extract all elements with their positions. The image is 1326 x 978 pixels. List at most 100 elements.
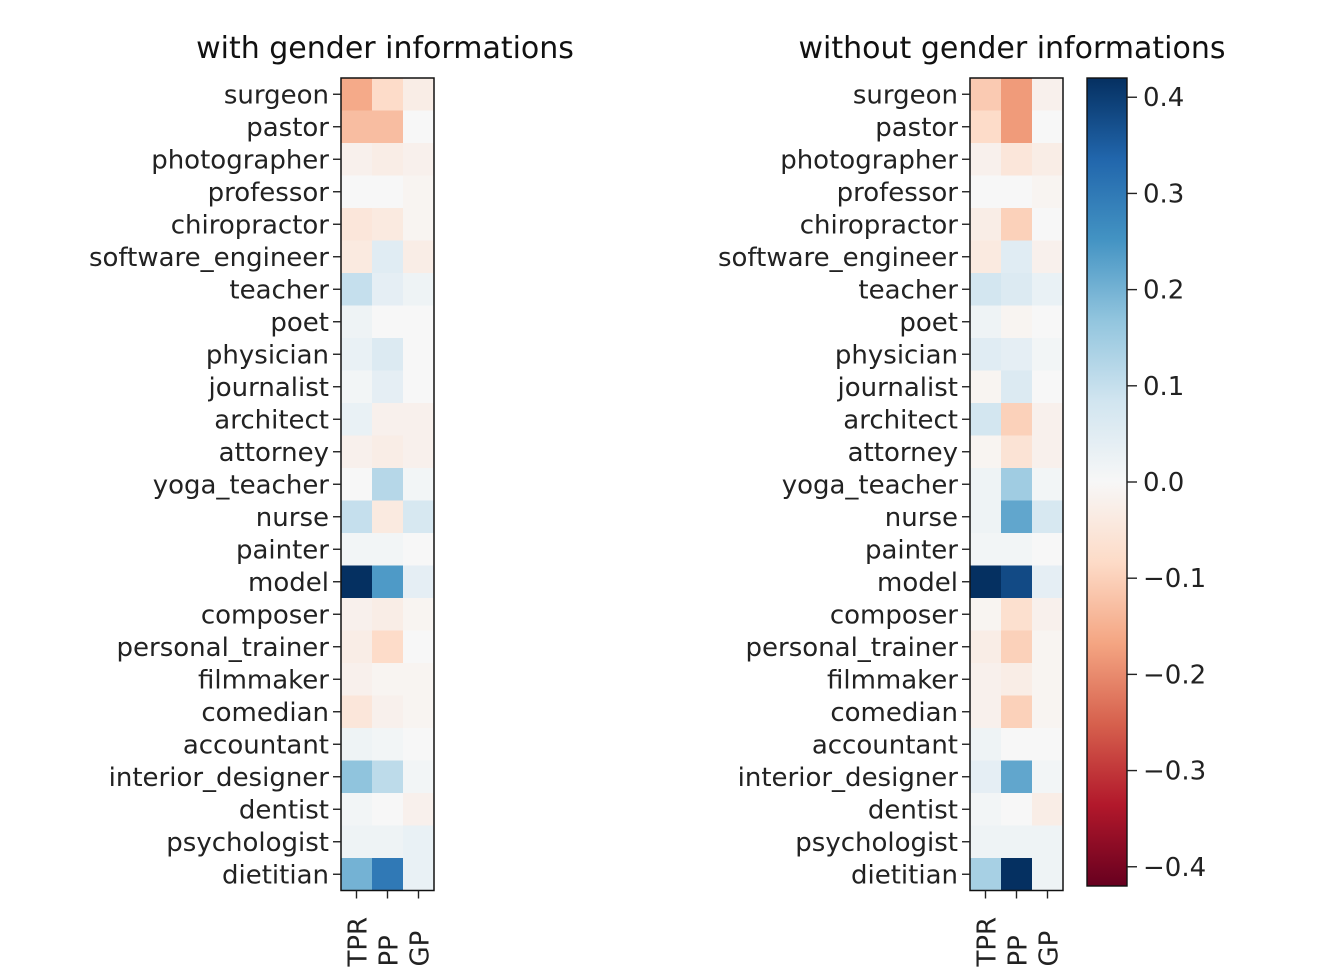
x-tick-label-2-1: TPR <box>973 917 1003 968</box>
heatmap-cell-2-18-1 <box>970 630 1002 664</box>
y-tick-label-2-8: poet <box>899 308 958 338</box>
heatmap-cell-2-14-1 <box>970 500 1002 534</box>
heatmap-cell-2-25-1 <box>970 858 1002 891</box>
heatmap-cell-1-21-2 <box>372 728 404 761</box>
y-tick-label-2-21: accountant <box>812 730 958 760</box>
heatmap-cell-2-13-3 <box>1032 468 1064 501</box>
y-tick-label-1-14: nurse <box>256 503 329 533</box>
y-tick-label-1-7: teacher <box>229 275 329 305</box>
y-tick-label-2-11: architect <box>843 405 958 435</box>
y-tick-label-2-20: comedian <box>830 698 958 728</box>
heatmap-cell-1-6-1 <box>341 240 373 274</box>
y-tick-label-1-17: composer <box>201 600 329 630</box>
heatmap-cell-2-25-2 <box>1001 858 1033 891</box>
heatmap-cell-1-18-2 <box>372 630 404 664</box>
y-tick-label-2-10: journalist <box>837 373 958 403</box>
heatmap-cell-1-10-2 <box>372 370 404 404</box>
heatmap-cell-2-8-1 <box>970 305 1002 339</box>
heatmap-cell-2-13-1 <box>970 468 1002 501</box>
heatmap-cell-1-10-3 <box>403 370 435 404</box>
heatmap-cell-1-20-1 <box>341 695 373 729</box>
heatmap-cell-2-17-3 <box>1032 598 1064 631</box>
heatmap-cell-1-2-2 <box>372 110 404 144</box>
heatmap-cell-2-21-2 <box>1001 728 1033 761</box>
heatmap-cell-2-18-2 <box>1001 630 1033 664</box>
heatmap-cell-1-13-1 <box>341 468 373 501</box>
heatmap-cell-1-17-1 <box>341 598 373 631</box>
heatmap-cell-2-22-3 <box>1032 760 1064 794</box>
heatmap-cell-2-4-3 <box>1032 175 1064 209</box>
y-tick-label-1-21: accountant <box>183 730 329 760</box>
y-tick-label-2-9: physician <box>835 340 958 370</box>
heatmap-cell-1-24-3 <box>403 825 435 859</box>
colorbar-tick-label-5: 0.0 <box>1143 468 1184 498</box>
heatmap-cell-1-2-3 <box>403 110 435 144</box>
heatmap-cell-2-5-1 <box>970 208 1002 241</box>
heatmap-cell-1-5-2 <box>372 208 404 241</box>
heatmap-cell-2-12-3 <box>1032 435 1064 469</box>
y-tick-label-1-19: filmmaker <box>198 665 329 695</box>
heatmap-cell-2-16-2 <box>1001 565 1033 599</box>
heatmap-cell-1-16-1 <box>341 565 373 599</box>
y-tick-label-1-13: yoga_teacher <box>153 470 330 500</box>
y-tick-label-2-15: painter <box>865 535 958 565</box>
y-tick-label-1-25: dietitian <box>222 860 329 890</box>
heatmap-cell-2-23-1 <box>970 793 1002 826</box>
heatmap-cell-1-25-2 <box>372 858 404 891</box>
heatmap-cell-1-14-3 <box>403 500 435 534</box>
colorbar-tick-label-7: −0.2 <box>1143 660 1206 690</box>
heatmap-cell-2-16-1 <box>970 565 1002 599</box>
heatmap-cell-2-9-1 <box>970 338 1002 371</box>
x-tick-label-1-3: GP <box>406 931 436 967</box>
colorbar: 0.4 0.3 0.2 0.1 0.0 −0.1 −0.2 −0.3 −0.4 <box>1086 77 1206 887</box>
heatmap-cell-2-12-1 <box>970 435 1002 469</box>
y-tick-label-2-22: interior_designer <box>738 763 959 793</box>
heatmap-cell-2-5-3 <box>1032 208 1064 241</box>
heatmap-cell-2-6-3 <box>1032 240 1064 274</box>
y-tick-label-1-6: software_engineer <box>89 243 329 273</box>
heatmap-cell-2-19-1 <box>970 663 1002 696</box>
heatmap-cell-2-20-1 <box>970 695 1002 729</box>
heatmap-cell-2-9-3 <box>1032 338 1064 371</box>
y-tick-label-2-7: teacher <box>858 275 958 305</box>
heatmap-cell-1-24-1 <box>341 825 373 859</box>
heatmap-cell-1-24-2 <box>372 825 404 859</box>
colorbar-tick-label-2: 0.3 <box>1143 179 1184 209</box>
heatmap-cell-2-3-2 <box>1001 143 1033 176</box>
heatmap-cell-1-10-1 <box>341 370 373 404</box>
x-tick-label-1-1: TPR <box>344 917 374 968</box>
y-tick-label-1-18: personal_trainer <box>117 633 330 663</box>
heatmap-cell-2-10-2 <box>1001 370 1033 404</box>
heatmap-cell-2-3-3 <box>1032 143 1064 176</box>
heatmap-cell-1-11-1 <box>341 403 373 436</box>
y-tick-label-1-1: surgeon <box>224 80 329 110</box>
heatmap-cell-2-17-1 <box>970 598 1002 631</box>
heatmap-cell-2-24-3 <box>1032 825 1064 859</box>
y-tick-label-2-2: pastor <box>875 113 958 143</box>
heatmap-cell-2-1-2 <box>1001 78 1033 111</box>
heatmap-cell-1-11-2 <box>372 403 404 436</box>
heatmap-cell-1-3-3 <box>403 143 435 176</box>
heatmap-cell-2-18-3 <box>1032 630 1064 664</box>
x-tick-label-1-2: PP <box>375 935 405 966</box>
heatmap-cell-2-8-3 <box>1032 305 1064 339</box>
heatmap-cell-1-18-1 <box>341 630 373 664</box>
heatmap-cell-2-23-3 <box>1032 793 1064 826</box>
heatmap-cell-1-22-1 <box>341 760 373 794</box>
heatmap-cell-2-11-1 <box>970 403 1002 436</box>
x-tick-label-2-2: PP <box>1004 935 1034 966</box>
y-tick-label-2-23: dentist <box>868 795 958 825</box>
y-tick-label-1-16: model <box>248 568 329 598</box>
y-tick-label-1-10: journalist <box>208 373 329 403</box>
heatmap-cell-2-4-1 <box>970 175 1002 209</box>
y-tick-label-1-23: dentist <box>239 795 329 825</box>
colorbar-scale <box>1086 77 1128 887</box>
heatmap-cell-1-9-2 <box>372 338 404 371</box>
heatmap-cell-1-14-1 <box>341 500 373 534</box>
heatmap-cell-2-7-1 <box>970 273 1002 306</box>
heatmap-cell-2-1-1 <box>970 78 1002 111</box>
heatmap-cell-2-8-2 <box>1001 305 1033 339</box>
heatmap-cell-1-23-3 <box>403 793 435 826</box>
heatmap-cell-2-21-1 <box>970 728 1002 761</box>
heatmap-cell-1-16-2 <box>372 565 404 599</box>
